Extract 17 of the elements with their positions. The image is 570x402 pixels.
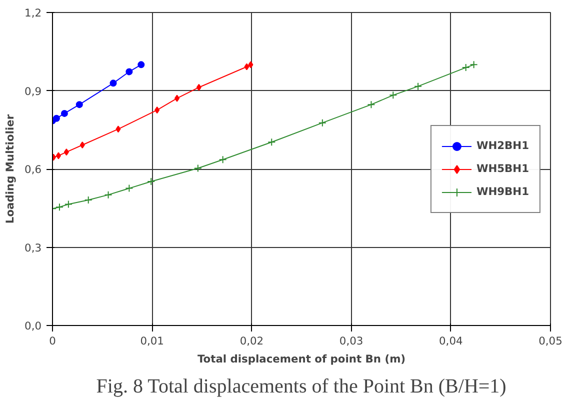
y-axis-title: Loading Multiolier: [4, 114, 17, 224]
x-tick-label: 0: [49, 334, 56, 348]
caption: Fig. 8 Total displacements of the Point Bn (B/H=1): [96, 376, 506, 398]
x-tick-label: 0,01: [140, 334, 164, 348]
x-tick-label: 0,05: [538, 334, 562, 348]
x-tick-label: 0,04: [439, 334, 463, 348]
x-tick-label: 0,03: [339, 334, 364, 348]
y-tick-label: 1,2: [24, 6, 42, 20]
y-tick-label: 0,0: [24, 320, 42, 332]
legend-label: WH5BH1: [476, 162, 529, 175]
legend-label: WH9BH1: [476, 185, 529, 198]
y-tick-label: 0,6: [24, 163, 42, 176]
x-axis-title: Total displacement of point Bn (m): [197, 352, 406, 366]
legend-label: WH2BH1: [476, 139, 529, 152]
x-tick-label: 0,02: [240, 334, 264, 348]
y-tick-label: 0,3: [24, 241, 42, 254]
y-tick-label: 0,9: [24, 84, 42, 98]
